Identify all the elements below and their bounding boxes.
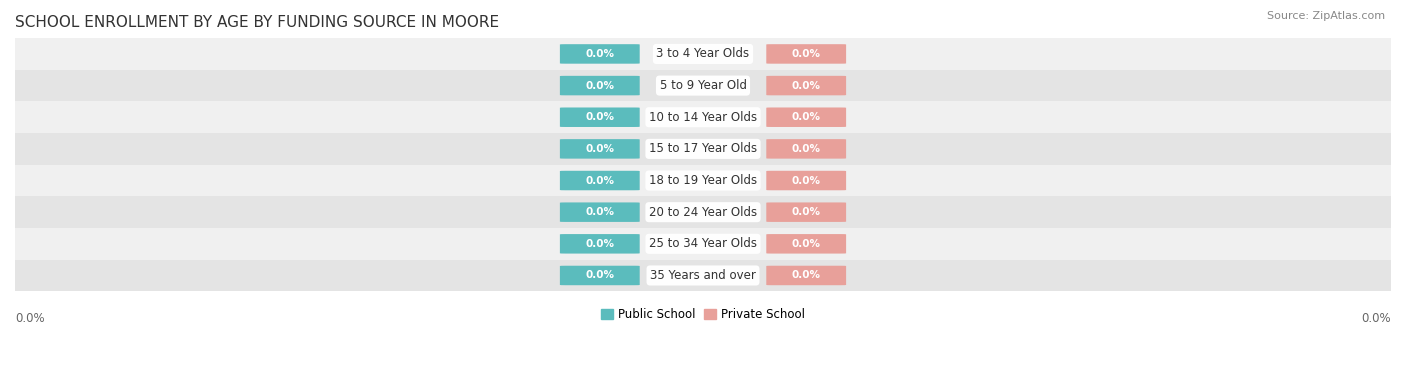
Text: 0.0%: 0.0%	[585, 81, 614, 90]
Text: 35 Years and over: 35 Years and over	[650, 269, 756, 282]
FancyBboxPatch shape	[766, 107, 846, 127]
Text: 0.0%: 0.0%	[792, 207, 821, 217]
Text: 0.0%: 0.0%	[1361, 311, 1391, 325]
Text: 0.0%: 0.0%	[792, 49, 821, 59]
Text: 0.0%: 0.0%	[585, 112, 614, 122]
FancyBboxPatch shape	[560, 171, 640, 190]
Text: 0.0%: 0.0%	[792, 270, 821, 280]
FancyBboxPatch shape	[766, 76, 846, 95]
Text: Source: ZipAtlas.com: Source: ZipAtlas.com	[1267, 11, 1385, 21]
FancyBboxPatch shape	[560, 76, 640, 95]
FancyBboxPatch shape	[766, 266, 846, 285]
FancyBboxPatch shape	[766, 44, 846, 64]
Bar	[15, 38, 1391, 70]
Bar	[15, 260, 1391, 291]
Text: 0.0%: 0.0%	[792, 112, 821, 122]
Bar	[15, 101, 1391, 133]
Text: 0.0%: 0.0%	[15, 311, 45, 325]
FancyBboxPatch shape	[560, 139, 640, 159]
Legend: Public School, Private School: Public School, Private School	[596, 303, 810, 326]
Text: 5 to 9 Year Old: 5 to 9 Year Old	[659, 79, 747, 92]
Text: 0.0%: 0.0%	[792, 81, 821, 90]
FancyBboxPatch shape	[560, 234, 640, 254]
Text: 3 to 4 Year Olds: 3 to 4 Year Olds	[657, 48, 749, 60]
Text: 20 to 24 Year Olds: 20 to 24 Year Olds	[650, 206, 756, 219]
Bar	[15, 228, 1391, 260]
Text: 18 to 19 Year Olds: 18 to 19 Year Olds	[650, 174, 756, 187]
FancyBboxPatch shape	[766, 234, 846, 254]
FancyBboxPatch shape	[560, 44, 640, 64]
Text: 0.0%: 0.0%	[792, 176, 821, 185]
Text: 0.0%: 0.0%	[792, 144, 821, 154]
Text: 0.0%: 0.0%	[585, 207, 614, 217]
FancyBboxPatch shape	[766, 202, 846, 222]
Text: 10 to 14 Year Olds: 10 to 14 Year Olds	[650, 111, 756, 124]
Text: 0.0%: 0.0%	[585, 144, 614, 154]
Bar	[15, 165, 1391, 196]
Text: SCHOOL ENROLLMENT BY AGE BY FUNDING SOURCE IN MOORE: SCHOOL ENROLLMENT BY AGE BY FUNDING SOUR…	[15, 15, 499, 30]
Bar	[15, 196, 1391, 228]
Text: 0.0%: 0.0%	[792, 239, 821, 249]
Text: 15 to 17 Year Olds: 15 to 17 Year Olds	[650, 143, 756, 155]
Text: 0.0%: 0.0%	[585, 270, 614, 280]
Text: 25 to 34 Year Olds: 25 to 34 Year Olds	[650, 238, 756, 250]
Bar	[15, 133, 1391, 165]
FancyBboxPatch shape	[560, 107, 640, 127]
Bar	[15, 70, 1391, 101]
Text: 0.0%: 0.0%	[585, 239, 614, 249]
Text: 0.0%: 0.0%	[585, 176, 614, 185]
FancyBboxPatch shape	[766, 139, 846, 159]
FancyBboxPatch shape	[560, 202, 640, 222]
Text: 0.0%: 0.0%	[585, 49, 614, 59]
FancyBboxPatch shape	[766, 171, 846, 190]
FancyBboxPatch shape	[560, 266, 640, 285]
